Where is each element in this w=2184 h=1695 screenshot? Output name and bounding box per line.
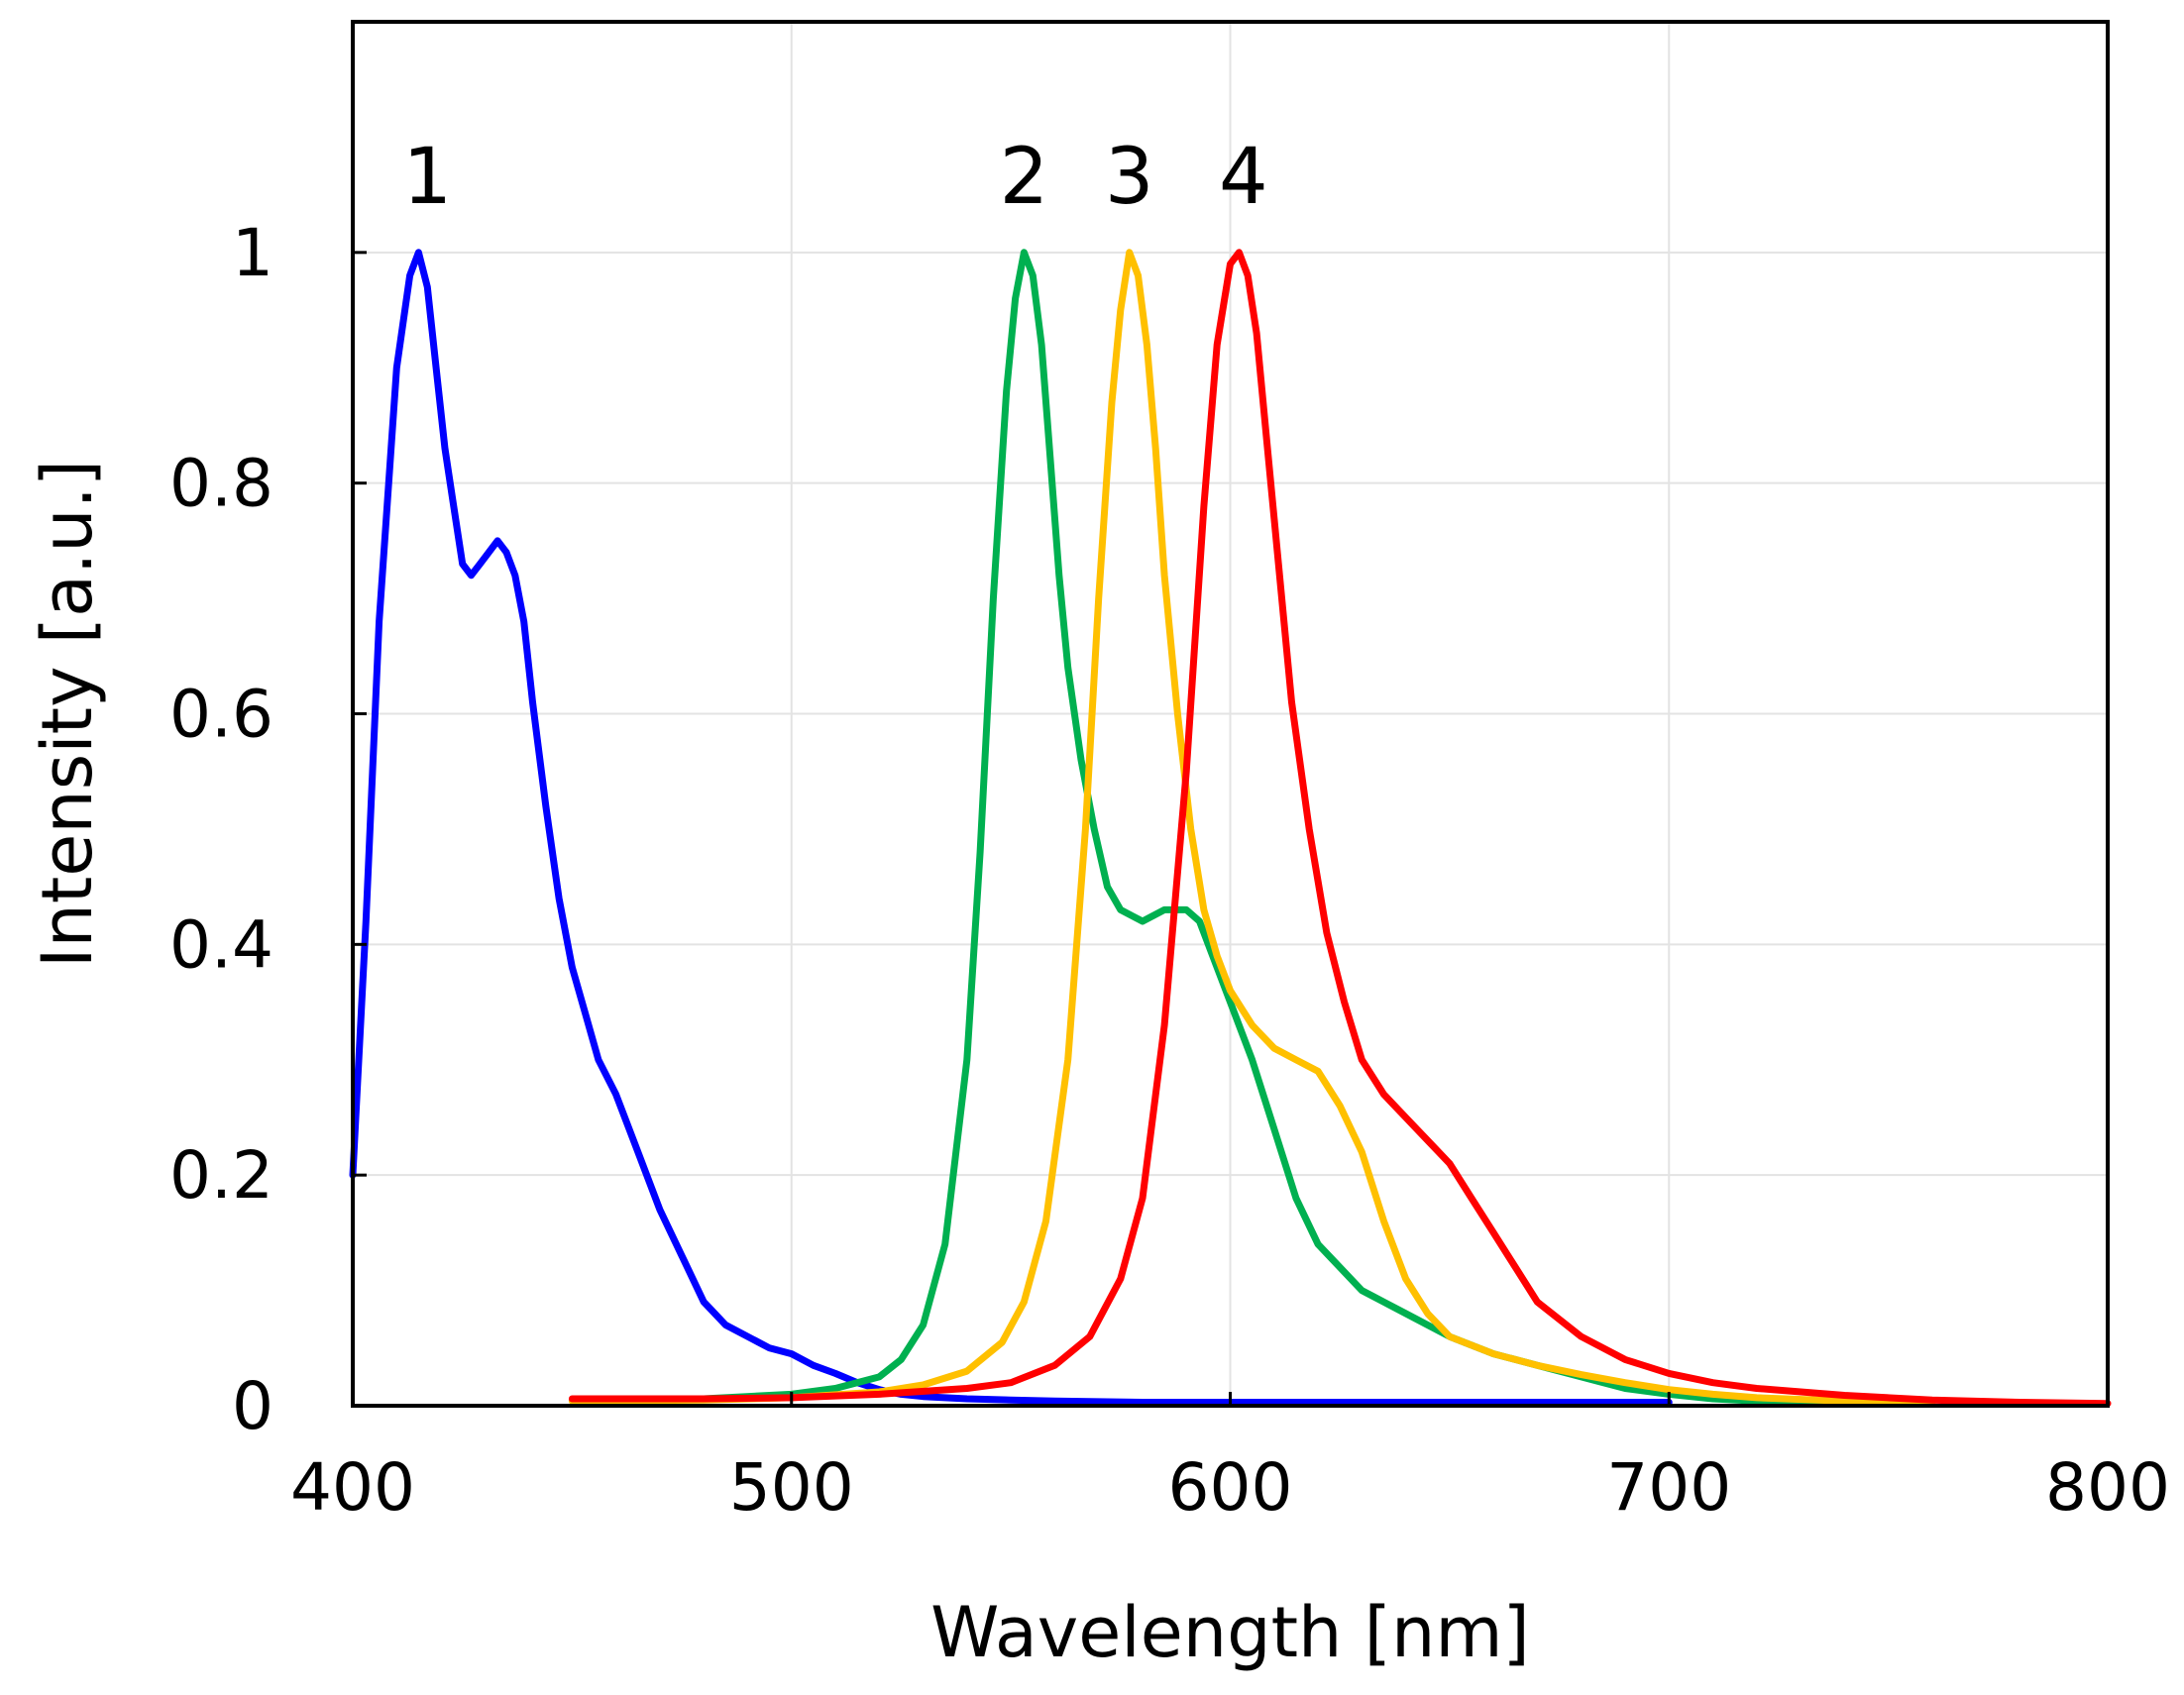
- x-tick-label: 400: [290, 1449, 415, 1526]
- peak-label: 3: [1105, 133, 1154, 222]
- y-tick-label: 0.8: [169, 446, 273, 522]
- tick-marks: [351, 251, 2110, 1408]
- y-tick-label: 0.2: [169, 1137, 273, 1214]
- x-tick-label: 600: [1168, 1449, 1293, 1526]
- peak-label: 1: [402, 133, 452, 222]
- peak-labels: 1 2 3 4: [402, 133, 1267, 222]
- y-tick-label: 0: [232, 1368, 273, 1444]
- x-axis-label: Wavelength [nm]: [930, 1592, 1530, 1673]
- series-group: [349, 249, 2112, 1408]
- x-tick-label: 800: [2045, 1449, 2170, 1526]
- x-tick-labels: 400 500 600 700 800: [290, 1449, 2170, 1526]
- y-tick-label: 0.4: [169, 906, 273, 983]
- y-axis-label: Intensity [a.u.]: [27, 460, 108, 968]
- series-line-4: [568, 249, 2112, 1408]
- y-tick-labels: 0 0.2 0.4 0.6 0.8 1: [169, 215, 273, 1444]
- y-tick-label: 1: [232, 215, 273, 291]
- peak-label: 2: [1000, 133, 1049, 222]
- series-line-3: [568, 249, 1936, 1408]
- x-tick-label: 500: [729, 1449, 854, 1526]
- peak-label: 4: [1219, 133, 1268, 222]
- x-tick-label: 700: [1606, 1449, 1731, 1526]
- y-tick-label: 0.6: [169, 677, 273, 753]
